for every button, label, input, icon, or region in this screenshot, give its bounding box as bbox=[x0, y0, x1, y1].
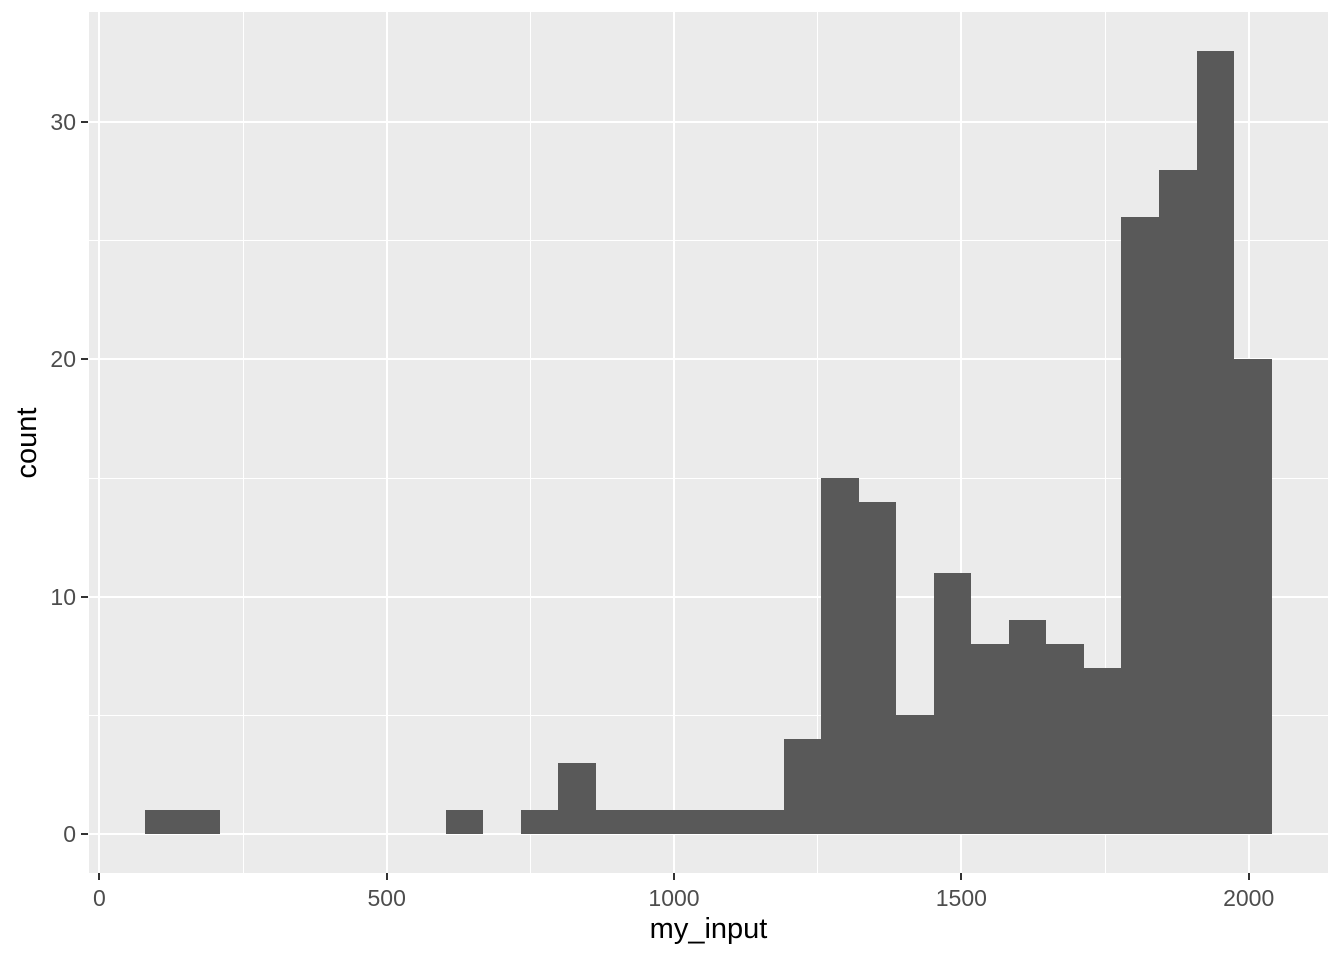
y-axis-tick-label: 0 bbox=[63, 820, 76, 847]
x-major-gridline bbox=[98, 12, 101, 873]
y-tick-mark bbox=[81, 121, 88, 124]
y-tick-mark bbox=[81, 595, 88, 598]
histogram-bar bbox=[521, 810, 558, 834]
histogram-bar bbox=[1121, 217, 1159, 834]
histogram-bar bbox=[596, 810, 633, 834]
histogram-bar bbox=[896, 715, 934, 834]
x-tick-mark bbox=[385, 873, 388, 880]
x-axis-tick-label: 1500 bbox=[935, 885, 987, 911]
y-axis-tick-label: 10 bbox=[50, 583, 76, 610]
x-minor-gridline bbox=[1104, 12, 1106, 873]
histogram-bar bbox=[446, 810, 483, 834]
histogram-bar bbox=[145, 810, 183, 834]
y-axis-tick-label: 30 bbox=[50, 109, 76, 136]
y-major-gridline bbox=[89, 121, 1328, 124]
x-major-gridline bbox=[385, 12, 388, 873]
histogram-bar bbox=[1234, 359, 1272, 834]
y-major-gridline bbox=[89, 358, 1328, 361]
y-tick-mark bbox=[81, 832, 88, 835]
x-axis-tick-label: 1000 bbox=[648, 885, 700, 911]
histogram-bar bbox=[671, 810, 708, 834]
y-minor-gridline bbox=[89, 240, 1328, 242]
x-major-gridline bbox=[960, 12, 963, 873]
y-minor-gridline bbox=[89, 477, 1328, 479]
x-tick-mark bbox=[98, 873, 101, 880]
y-axis-tick-label: 20 bbox=[50, 346, 76, 373]
histogram-bar bbox=[183, 810, 220, 834]
histogram-bar bbox=[821, 478, 859, 834]
histogram-bar bbox=[558, 763, 596, 834]
histogram-bar bbox=[1046, 644, 1084, 834]
histogram-bar bbox=[971, 644, 1009, 834]
histogram-bar bbox=[708, 810, 746, 834]
histogram-bar bbox=[1009, 620, 1046, 834]
x-minor-gridline bbox=[529, 12, 531, 873]
x-axis-tick-label: 500 bbox=[367, 885, 406, 911]
y-axis-title: count bbox=[11, 407, 43, 478]
x-tick-mark bbox=[673, 873, 676, 880]
plot-panel bbox=[89, 12, 1328, 873]
histogram-bar bbox=[859, 502, 896, 834]
x-tick-mark bbox=[1247, 873, 1250, 880]
x-axis-title: my_input bbox=[649, 913, 768, 945]
x-major-gridline bbox=[673, 12, 676, 873]
histogram-bar bbox=[784, 739, 821, 834]
histogram-bar bbox=[1197, 51, 1234, 834]
histogram-bar bbox=[1159, 170, 1197, 834]
y-minor-gridline bbox=[89, 714, 1328, 716]
x-minor-gridline bbox=[817, 12, 819, 873]
x-minor-gridline bbox=[242, 12, 244, 873]
y-major-gridline bbox=[89, 595, 1328, 598]
histogram-bar bbox=[633, 810, 671, 834]
y-tick-mark bbox=[81, 358, 88, 361]
x-tick-mark bbox=[960, 873, 963, 880]
x-axis-tick-label: 0 bbox=[92, 885, 106, 911]
x-axis-tick-label: 2000 bbox=[1223, 885, 1275, 911]
histogram-bar bbox=[746, 810, 784, 834]
histogram-bar bbox=[934, 573, 971, 834]
histogram-bar bbox=[1084, 668, 1121, 834]
